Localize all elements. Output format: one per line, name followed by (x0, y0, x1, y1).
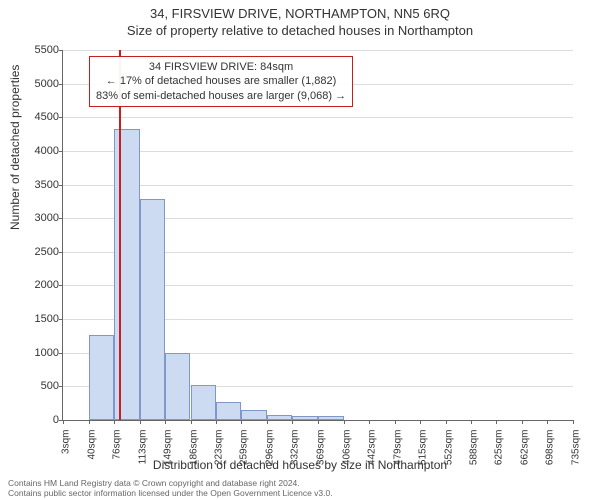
xtick-label: 479sqm (392, 430, 403, 480)
xtick-mark (267, 420, 268, 424)
xtick-mark (496, 420, 497, 424)
xtick-label: 113sqm (137, 430, 148, 480)
xtick-label: 625sqm (494, 430, 505, 480)
xtick-mark (114, 420, 115, 424)
ytick-mark (59, 252, 63, 253)
xtick-label: 3sqm (61, 430, 72, 480)
xtick-label: 259sqm (239, 430, 250, 480)
ytick-mark (59, 84, 63, 85)
xtick-label: 515sqm (417, 430, 428, 480)
xtick-label: 296sqm (265, 430, 276, 480)
xtick-mark (446, 420, 447, 424)
histogram-bar (165, 353, 191, 420)
xtick-label: 76sqm (111, 430, 122, 480)
xtick-label: 369sqm (316, 430, 327, 480)
ytick-label: 5000 (19, 78, 59, 90)
xtick-label: 40sqm (86, 430, 97, 480)
ytick-mark (59, 151, 63, 152)
xtick-label: 223sqm (214, 430, 225, 480)
histogram-bar (267, 415, 292, 420)
ytick-mark (59, 117, 63, 118)
ytick-label: 1500 (19, 313, 59, 325)
xtick-label: 588sqm (468, 430, 479, 480)
info-line1: 34 FIRSVIEW DRIVE: 84sqm (96, 60, 346, 74)
xtick-label: 332sqm (290, 430, 301, 480)
xtick-label: 662sqm (520, 430, 531, 480)
gridline (63, 117, 573, 118)
histogram-bar (191, 385, 217, 420)
ytick-mark (59, 319, 63, 320)
ytick-label: 1000 (19, 347, 59, 359)
ytick-label: 500 (19, 380, 59, 392)
xtick-mark (369, 420, 370, 424)
ytick-label: 2000 (19, 279, 59, 291)
ytick-label: 0 (19, 414, 59, 426)
chart-subtitle: Size of property relative to detached ho… (0, 21, 600, 38)
xtick-mark (63, 420, 64, 424)
histogram-bar (318, 416, 344, 420)
xtick-mark (89, 420, 90, 424)
chart-container: 34, FIRSVIEW DRIVE, NORTHAMPTON, NN5 6RQ… (0, 0, 600, 500)
footer-line1: Contains HM Land Registry data © Crown c… (8, 478, 333, 488)
ytick-label: 3000 (19, 212, 59, 224)
xtick-mark (395, 420, 396, 424)
ytick-mark (59, 285, 63, 286)
xtick-mark (420, 420, 421, 424)
footer-line2: Contains public sector information licen… (8, 488, 333, 498)
xtick-label: 698sqm (545, 430, 556, 480)
xtick-mark (292, 420, 293, 424)
xtick-label: 735sqm (571, 430, 582, 480)
info-line3: 83% of semi-detached houses are larger (… (96, 89, 346, 103)
histogram-bar (89, 335, 114, 420)
xtick-label: 406sqm (341, 430, 352, 480)
xtick-mark (165, 420, 166, 424)
xtick-label: 552sqm (443, 430, 454, 480)
info-line2: ← 17% of detached houses are smaller (1,… (96, 74, 346, 88)
x-axis-label: Distribution of detached houses by size … (0, 458, 600, 472)
info-box: 34 FIRSVIEW DRIVE: 84sqm ← 17% of detach… (89, 56, 353, 107)
ytick-mark (59, 185, 63, 186)
xtick-mark (471, 420, 472, 424)
xtick-mark (216, 420, 217, 424)
footer: Contains HM Land Registry data © Crown c… (8, 478, 333, 498)
xtick-mark (191, 420, 192, 424)
xtick-mark (573, 420, 574, 424)
xtick-mark (318, 420, 319, 424)
histogram-bar (241, 410, 267, 420)
ytick-mark (59, 386, 63, 387)
ytick-label: 4000 (19, 145, 59, 157)
ytick-label: 2500 (19, 246, 59, 258)
ytick-mark (59, 218, 63, 219)
histogram-bar (292, 416, 318, 420)
xtick-mark (344, 420, 345, 424)
xtick-mark (522, 420, 523, 424)
ytick-mark (59, 50, 63, 51)
histogram-bar (114, 129, 140, 420)
histogram-bar (216, 402, 241, 420)
gridline (63, 50, 573, 51)
histogram-bar (140, 199, 165, 420)
ytick-label: 4500 (19, 111, 59, 123)
xtick-mark (241, 420, 242, 424)
ytick-label: 5500 (19, 44, 59, 56)
xtick-mark (140, 420, 141, 424)
chart-title: 34, FIRSVIEW DRIVE, NORTHAMPTON, NN5 6RQ (0, 0, 600, 21)
xtick-label: 442sqm (366, 430, 377, 480)
ytick-mark (59, 353, 63, 354)
ytick-label: 3500 (19, 179, 59, 191)
xtick-mark (547, 420, 548, 424)
xtick-label: 149sqm (162, 430, 173, 480)
xtick-label: 186sqm (188, 430, 199, 480)
chart-area: 0500100015002000250030003500400045005000… (62, 50, 572, 420)
